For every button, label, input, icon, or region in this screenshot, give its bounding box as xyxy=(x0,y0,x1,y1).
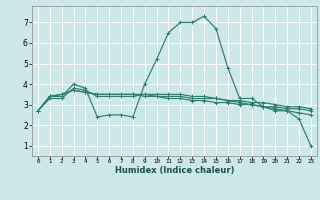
X-axis label: Humidex (Indice chaleur): Humidex (Indice chaleur) xyxy=(115,166,234,175)
